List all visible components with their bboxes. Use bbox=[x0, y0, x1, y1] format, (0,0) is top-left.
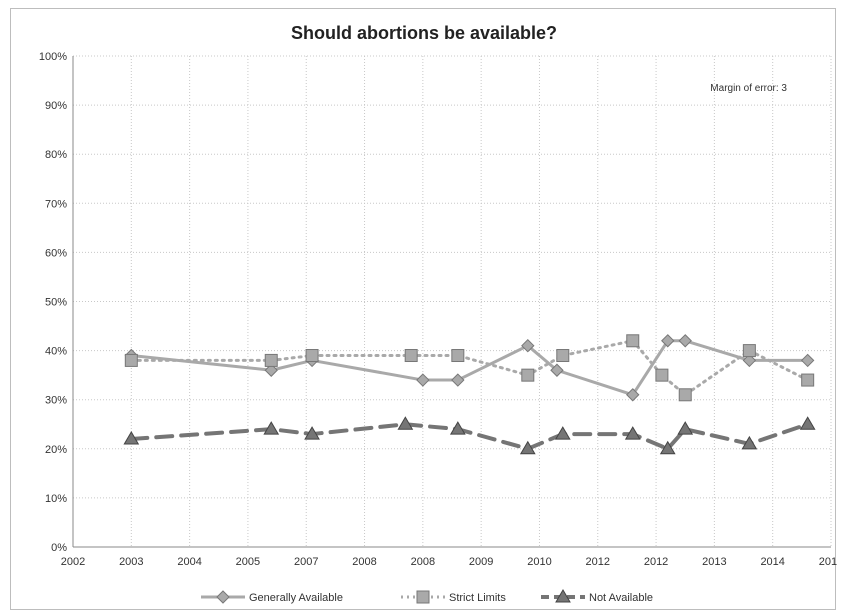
data-point bbox=[659, 440, 676, 455]
margin-of-error-note: Margin of error: 3 bbox=[710, 83, 787, 94]
data-point bbox=[550, 363, 564, 377]
data-point bbox=[742, 344, 756, 358]
data-point bbox=[451, 349, 465, 363]
data-point bbox=[741, 435, 758, 450]
data-point bbox=[521, 338, 535, 353]
data-point bbox=[305, 349, 319, 363]
series-generally-available bbox=[124, 334, 815, 402]
x-tick-label: 2012 bbox=[586, 556, 610, 568]
series-not-available bbox=[123, 416, 816, 455]
data-point bbox=[626, 334, 640, 348]
legend-item-generally-available: Generally Available bbox=[201, 590, 343, 604]
chart-title: Should abortions be available? bbox=[291, 23, 557, 43]
x-tick-label: 2008 bbox=[411, 556, 435, 568]
legend-label: Strict Limits bbox=[449, 592, 506, 604]
legend-item-not-available: Not Available bbox=[541, 589, 653, 604]
x-tick-label: 2007 bbox=[294, 556, 318, 568]
data-point bbox=[416, 373, 430, 387]
series-strict-limits bbox=[124, 334, 815, 402]
x-tick-label: 2014 bbox=[760, 556, 784, 568]
data-point bbox=[264, 363, 278, 377]
x-tick-label: 2012 bbox=[644, 556, 668, 568]
data-point bbox=[626, 388, 640, 402]
data-point bbox=[263, 421, 280, 435]
series-line-not-available bbox=[129, 422, 810, 451]
y-tick-label: 100% bbox=[39, 51, 67, 63]
x-tick-label: 2004 bbox=[177, 556, 201, 568]
data-point bbox=[124, 353, 138, 367]
data-point bbox=[624, 426, 641, 440]
data-point bbox=[678, 334, 692, 348]
data-point bbox=[304, 426, 320, 440]
series-group bbox=[123, 334, 816, 455]
data-point bbox=[661, 334, 675, 348]
legend-marker bbox=[555, 589, 571, 603]
data-point bbox=[449, 421, 466, 435]
legend-marker bbox=[416, 590, 430, 604]
series-line-strict-limits bbox=[129, 339, 810, 397]
y-tick-label: 40% bbox=[45, 346, 67, 358]
data-point bbox=[801, 373, 815, 387]
data-point bbox=[799, 416, 816, 430]
data-point bbox=[521, 368, 535, 382]
y-tick-label: 60% bbox=[45, 247, 67, 259]
x-tick-label: 2005 bbox=[236, 556, 260, 568]
y-tick-label: 20% bbox=[45, 444, 67, 456]
data-point bbox=[742, 353, 757, 368]
y-tick-label: 90% bbox=[45, 100, 67, 112]
data-point bbox=[519, 440, 536, 455]
series-line-generally-available bbox=[129, 339, 810, 397]
data-point bbox=[678, 388, 692, 402]
x-tick-label: 2010 bbox=[527, 556, 551, 568]
data-point bbox=[554, 426, 571, 440]
legend: Generally Available Strict Limits Not Avai… bbox=[201, 589, 653, 604]
data-point bbox=[556, 349, 570, 363]
x-tick-label: 2002 bbox=[61, 556, 85, 568]
y-tick-label: 30% bbox=[45, 395, 67, 407]
x-tick-label: 2009 bbox=[469, 556, 493, 568]
data-point bbox=[404, 349, 418, 363]
line-chart: Should abortions be available? 0% 10% 20% 3… bbox=[39, 23, 837, 604]
x-tick-label: 2013 bbox=[702, 556, 726, 568]
legend-item-strict-limits: Strict Limits bbox=[401, 590, 506, 604]
grid bbox=[72, 55, 832, 548]
legend-label: Not Available bbox=[589, 592, 653, 604]
legend-label: Generally Available bbox=[249, 592, 343, 604]
y-tick-label: 10% bbox=[45, 493, 67, 505]
axis-ticks: 0% 10% 20% 30% 40% 50% 60% 70% 80% 90% 100% 2002 200… bbox=[39, 51, 837, 568]
data-point bbox=[123, 430, 140, 445]
data-point bbox=[655, 368, 669, 382]
legend-marker bbox=[216, 590, 230, 604]
data-point bbox=[677, 421, 694, 435]
x-tick-label: 2015 bbox=[819, 556, 837, 568]
y-tick-label: 50% bbox=[45, 297, 67, 309]
data-point bbox=[451, 373, 465, 387]
x-tick-label: 2008 bbox=[352, 556, 376, 568]
y-tick-label: 0% bbox=[51, 542, 67, 554]
chart-frame: Should abortions be available? 0% 10% 20% 3… bbox=[10, 8, 837, 610]
y-tick-label: 70% bbox=[45, 198, 67, 210]
data-point bbox=[800, 353, 815, 368]
data-point bbox=[397, 416, 414, 430]
data-point bbox=[264, 353, 278, 367]
y-tick-label: 80% bbox=[45, 149, 67, 161]
x-tick-label: 2003 bbox=[119, 556, 143, 568]
